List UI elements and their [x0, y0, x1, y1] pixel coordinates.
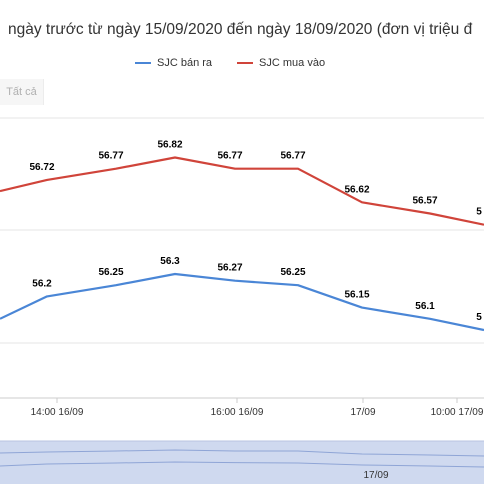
- series-line-0: [0, 272, 484, 332]
- legend-swatch-sell: [135, 62, 151, 64]
- navigator-line-0: [0, 461, 484, 468]
- data-label-1-4: 56.77: [217, 151, 242, 162]
- legend-item-sell[interactable]: SJC bán ra: [135, 57, 212, 69]
- data-label-1-5: 56.77: [280, 151, 305, 162]
- data-label-1-8: 5: [476, 207, 482, 218]
- x-tick-label-0: 14:00 16/09: [31, 407, 84, 418]
- series-line-1: [0, 156, 484, 226]
- x-tick-label-3: 10:00 17/09: [431, 407, 484, 418]
- data-label-1-6: 56.62: [344, 184, 369, 195]
- legend: SJC bán ra SJC mua vào: [135, 57, 350, 69]
- data-label-1-2: 56.77: [98, 151, 123, 162]
- data-label-0-1: 56.2: [32, 278, 52, 289]
- data-label-1-3: 56.82: [157, 140, 182, 151]
- legend-label-sell: SJC bán ra: [157, 57, 213, 69]
- legend-swatch-buy: [237, 62, 254, 64]
- navigator-tick-label: 17/09: [363, 470, 388, 481]
- data-label-0-7: 56.1: [415, 301, 435, 312]
- x-tick-label-1: 16:00 16/09: [211, 407, 264, 418]
- x-tick-label-2: 17/09: [350, 407, 375, 418]
- data-label-0-4: 56.27: [217, 263, 242, 274]
- data-label-0-3: 56.3: [160, 256, 180, 267]
- data-label-1-7: 56.57: [412, 196, 437, 207]
- data-label-0-2: 56.25: [98, 267, 123, 278]
- data-label-1-1: 56.72: [29, 162, 54, 173]
- legend-item-buy[interactable]: SJC mua vào: [237, 57, 325, 69]
- data-label-0-6: 56.15: [344, 290, 369, 301]
- legend-label-buy: SJC mua vào: [259, 57, 326, 69]
- range-all-button[interactable]: Tất cả: [0, 79, 44, 105]
- data-label-0-5: 56.25: [280, 267, 305, 278]
- chart-title: ngày trước từ ngày 15/09/2020 đến ngày 1…: [8, 21, 473, 38]
- navigator-line-1: [0, 449, 484, 457]
- data-label-0-8: 5: [476, 312, 482, 323]
